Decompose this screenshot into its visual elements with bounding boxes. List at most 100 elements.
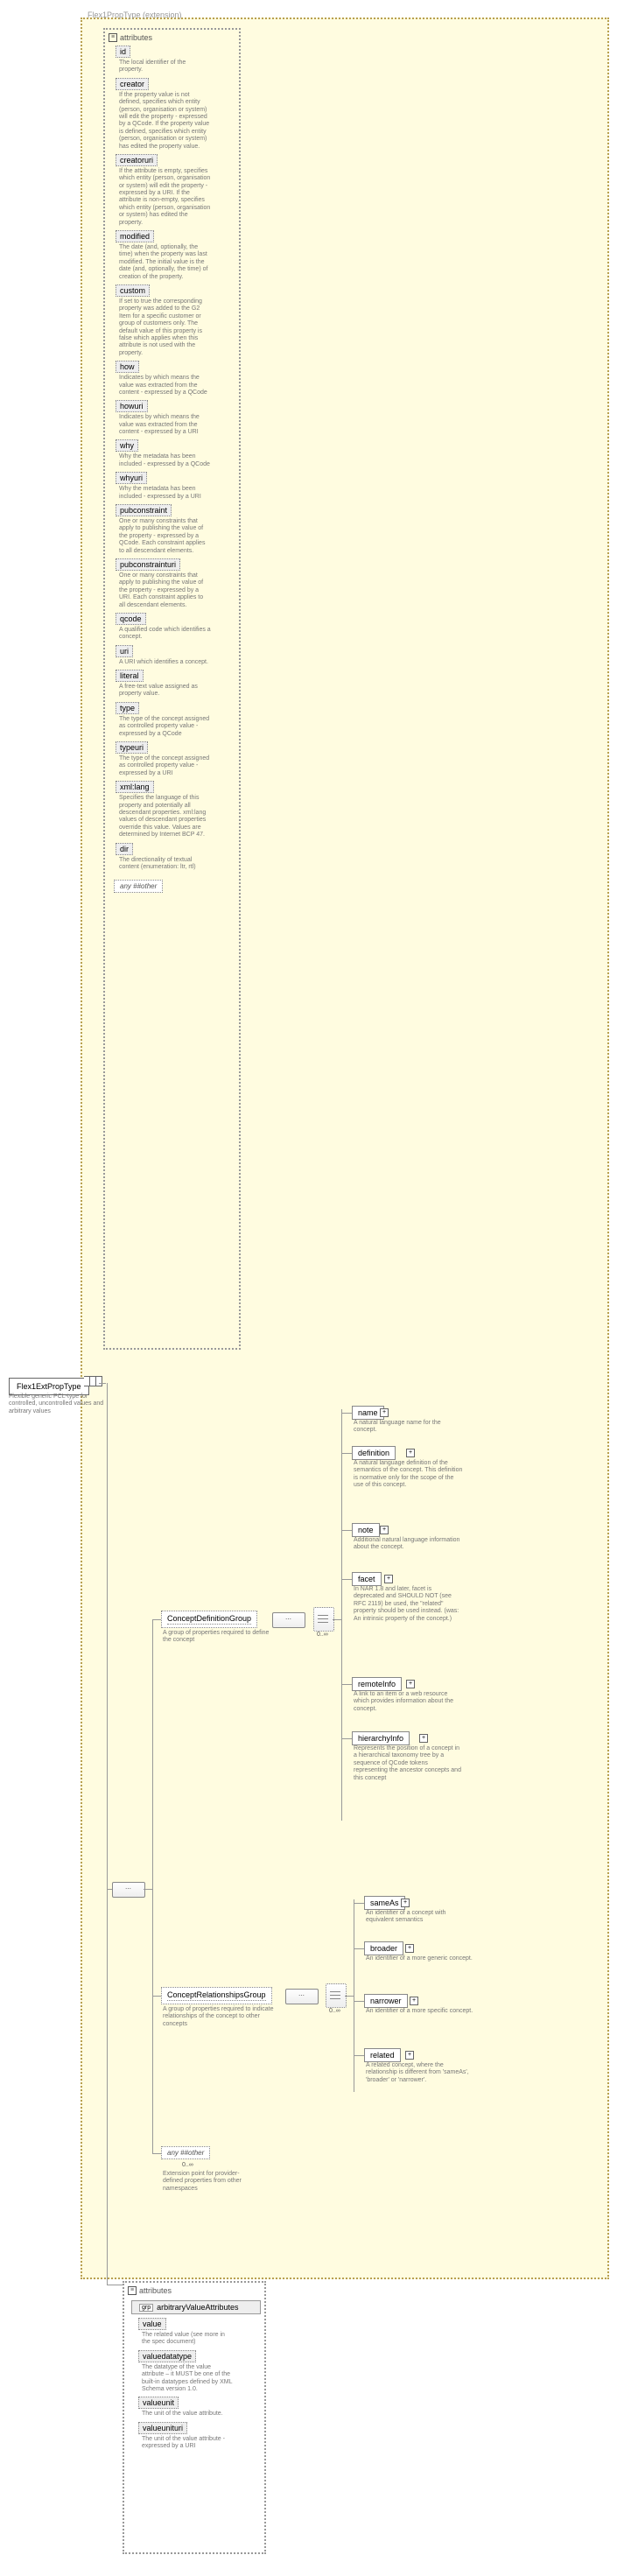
diagram-canvas: Flex1PropType (extension) Flex1ExtPropTy… — [9, 9, 617, 2567]
attribute-valuedatatype: valuedatatypeThe datatype of the value a… — [138, 2350, 261, 2394]
attr-name-box[interactable]: how — [116, 361, 139, 373]
attr-desc: Indicates by which means the value was e… — [119, 414, 211, 436]
attr-name-box[interactable]: qcode — [116, 613, 146, 625]
group1-label: ConceptDefinitionGroup — [167, 1614, 251, 1623]
attributes-header: ≡attributes — [109, 33, 235, 42]
attribute-type: type The type of the concept assigned as … — [116, 702, 235, 738]
element-broader[interactable]: broader — [364, 1941, 403, 1955]
sequence-main: ⋯ — [112, 1882, 145, 1898]
root-desc: Flexible generic PCL-type for controlled… — [9, 1393, 105, 1415]
arbitrary-group-title: grp arbitraryValueAttributes — [131, 2300, 261, 2314]
attribute-custom: customIf set to true the corresponding p… — [116, 284, 235, 357]
attribute-howuri: howuri Indicates by which means the value… — [116, 400, 235, 436]
root-tabs — [84, 1376, 102, 1386]
expand-icon[interactable]: + — [405, 1944, 414, 1953]
sequence-g2: ⋯ — [285, 1989, 319, 2004]
attr-desc: One or many constraints that apply to pu… — [119, 572, 211, 609]
expand-icon[interactable]: + — [419, 1734, 428, 1743]
element-desc: A related concept, where the relationshi… — [366, 2062, 475, 2084]
element-narrower[interactable]: narrower — [364, 1994, 408, 2008]
attribute-qcode: qcodeA qualified code which identifies a… — [116, 613, 235, 642]
group2-label: ConceptRelationshipsGroup — [167, 1990, 266, 1999]
attr-name-box[interactable]: literal — [116, 670, 144, 682]
attr-name-box[interactable]: type — [116, 702, 139, 714]
element-desc: A link to an item or a web resource whic… — [354, 1691, 463, 1713]
any-elem-card: 0..∞ — [182, 2162, 193, 2168]
attr-name-box[interactable]: pubconstrainturi — [116, 558, 180, 571]
element-desc: A natural language definition of the sem… — [354, 1460, 463, 1490]
attr-name-box[interactable]: valuedatatype — [138, 2350, 196, 2362]
element-remoteInfo[interactable]: remoteInfo — [352, 1677, 402, 1691]
attr-desc: The type of the concept assigned as cont… — [119, 716, 211, 738]
any-elem-label: any ##other — [167, 2149, 204, 2157]
attr-desc: The unit of the value attribute - expres… — [142, 2436, 234, 2451]
expand-icon[interactable]: + — [401, 1899, 410, 1907]
expand-icon[interactable]: + — [380, 1526, 389, 1534]
attr-name-box[interactable]: why — [116, 439, 138, 452]
attr-desc: One or many constraints that apply to pu… — [119, 518, 211, 555]
card-g1: 0..∞ — [317, 1632, 328, 1638]
attr-name-box[interactable]: modified — [116, 230, 154, 242]
element-definition[interactable]: definition — [352, 1446, 396, 1460]
attr-name-box[interactable]: creatoruri — [116, 154, 158, 166]
attr-name-box[interactable]: typeuri — [116, 741, 148, 754]
attribute-pubconstraint: pubconstraint One or many constraints tha… — [116, 504, 235, 555]
element-related[interactable]: related — [364, 2048, 401, 2062]
any-elem-desc: Extension point for provider-defined pro… — [163, 2171, 259, 2193]
attribute-pubconstrainturi: pubconstrainturiOne or many constraints … — [116, 558, 235, 609]
attr-desc: A URI which identifies a concept. — [119, 659, 211, 666]
attr-name-box[interactable]: creator — [116, 78, 149, 90]
attr-name-box[interactable]: valueunituri — [138, 2422, 187, 2434]
attr-name-box[interactable]: dir — [116, 843, 133, 855]
choice-g2 — [326, 1983, 347, 2008]
element-hierarchyInfo[interactable]: hierarchyInfo — [352, 1731, 410, 1745]
attribute-modified: modifiedThe date (and, optionally, the t… — [116, 230, 235, 281]
attr-name-box[interactable]: id — [116, 46, 130, 58]
attribute-valueunit: valueunit The unit of the value attribute… — [138, 2397, 261, 2418]
attr-name-box[interactable]: uri — [116, 645, 133, 657]
root-type-box[interactable]: Flex1ExtPropType — [9, 1378, 89, 1395]
attr-desc: Why the metadata has been included - exp… — [119, 486, 211, 501]
attributes-header-2: ≡attributes — [128, 2286, 261, 2295]
attr-desc: The unit of the value attribute. — [142, 2411, 234, 2418]
concept-relationships-group[interactable]: ConceptRelationshipsGroup — [161, 1987, 272, 2004]
expand-icon[interactable]: + — [410, 1997, 418, 2005]
expand-icon[interactable]: + — [384, 1575, 393, 1583]
attr-desc: The type of the concept assigned as cont… — [119, 755, 211, 777]
attr-desc: If the property value is not defined, sp… — [119, 92, 211, 151]
attributes-icon: ≡ — [109, 33, 117, 42]
attr-name-box[interactable]: xml:lang — [116, 781, 154, 793]
any-attribute: any ##other — [114, 880, 163, 893]
attr-desc: A free-text value assigned as property v… — [119, 684, 211, 698]
expand-icon[interactable]: + — [406, 1449, 415, 1457]
expand-icon[interactable]: + — [380, 1408, 389, 1417]
attr-name-box[interactable]: whyuri — [116, 472, 147, 484]
sequence-g1: ⋯ — [272, 1612, 305, 1628]
attribute-uri: uri A URI which identifies a concept. — [116, 645, 235, 666]
attr-name-box[interactable]: custom — [116, 284, 150, 297]
element-note[interactable]: note — [352, 1523, 380, 1537]
attr-name-box[interactable]: value — [138, 2318, 166, 2330]
concept-definition-group[interactable]: ConceptDefinitionGroup — [161, 1611, 257, 1628]
element-sameAs[interactable]: sameAs — [364, 1896, 405, 1910]
attr-name-box[interactable]: howuri — [116, 400, 148, 412]
attr-name-box[interactable]: pubconstraint — [116, 504, 172, 516]
attribute-typeuri: typeuriThe type of the concept assigned … — [116, 741, 235, 777]
group2-desc: A group of properties required to indica… — [163, 2006, 277, 2028]
attributes-box-2: ≡attributes grp arbitraryValueAttributes… — [123, 2281, 266, 2554]
attr-desc: The directionality of textual content (e… — [119, 857, 211, 872]
attr-name-box[interactable]: valueunit — [138, 2397, 179, 2409]
attribute-whyuri: whyuri Why the metadata has been included… — [116, 472, 235, 501]
attr-desc: If the attribute is empty, specifies whi… — [119, 168, 211, 227]
expand-icon[interactable]: + — [406, 1680, 415, 1688]
attribute-value: valueThe related value (see more in the … — [138, 2318, 261, 2347]
attributes-icon-2: ≡ — [128, 2286, 137, 2295]
attribute-creator: creator If the property value is not defi… — [116, 78, 235, 151]
attributes-label: attributes — [120, 33, 152, 42]
attribute-xml:lang: xml:langSpecifies the language of this p… — [116, 781, 235, 839]
expand-icon[interactable]: + — [405, 2051, 414, 2060]
attr-desc: The local identifier of the property. — [119, 60, 211, 74]
element-facet[interactable]: facet — [352, 1572, 382, 1586]
attributes-label-2: attributes — [139, 2286, 172, 2295]
card-g2: 0..∞ — [329, 2008, 340, 2014]
